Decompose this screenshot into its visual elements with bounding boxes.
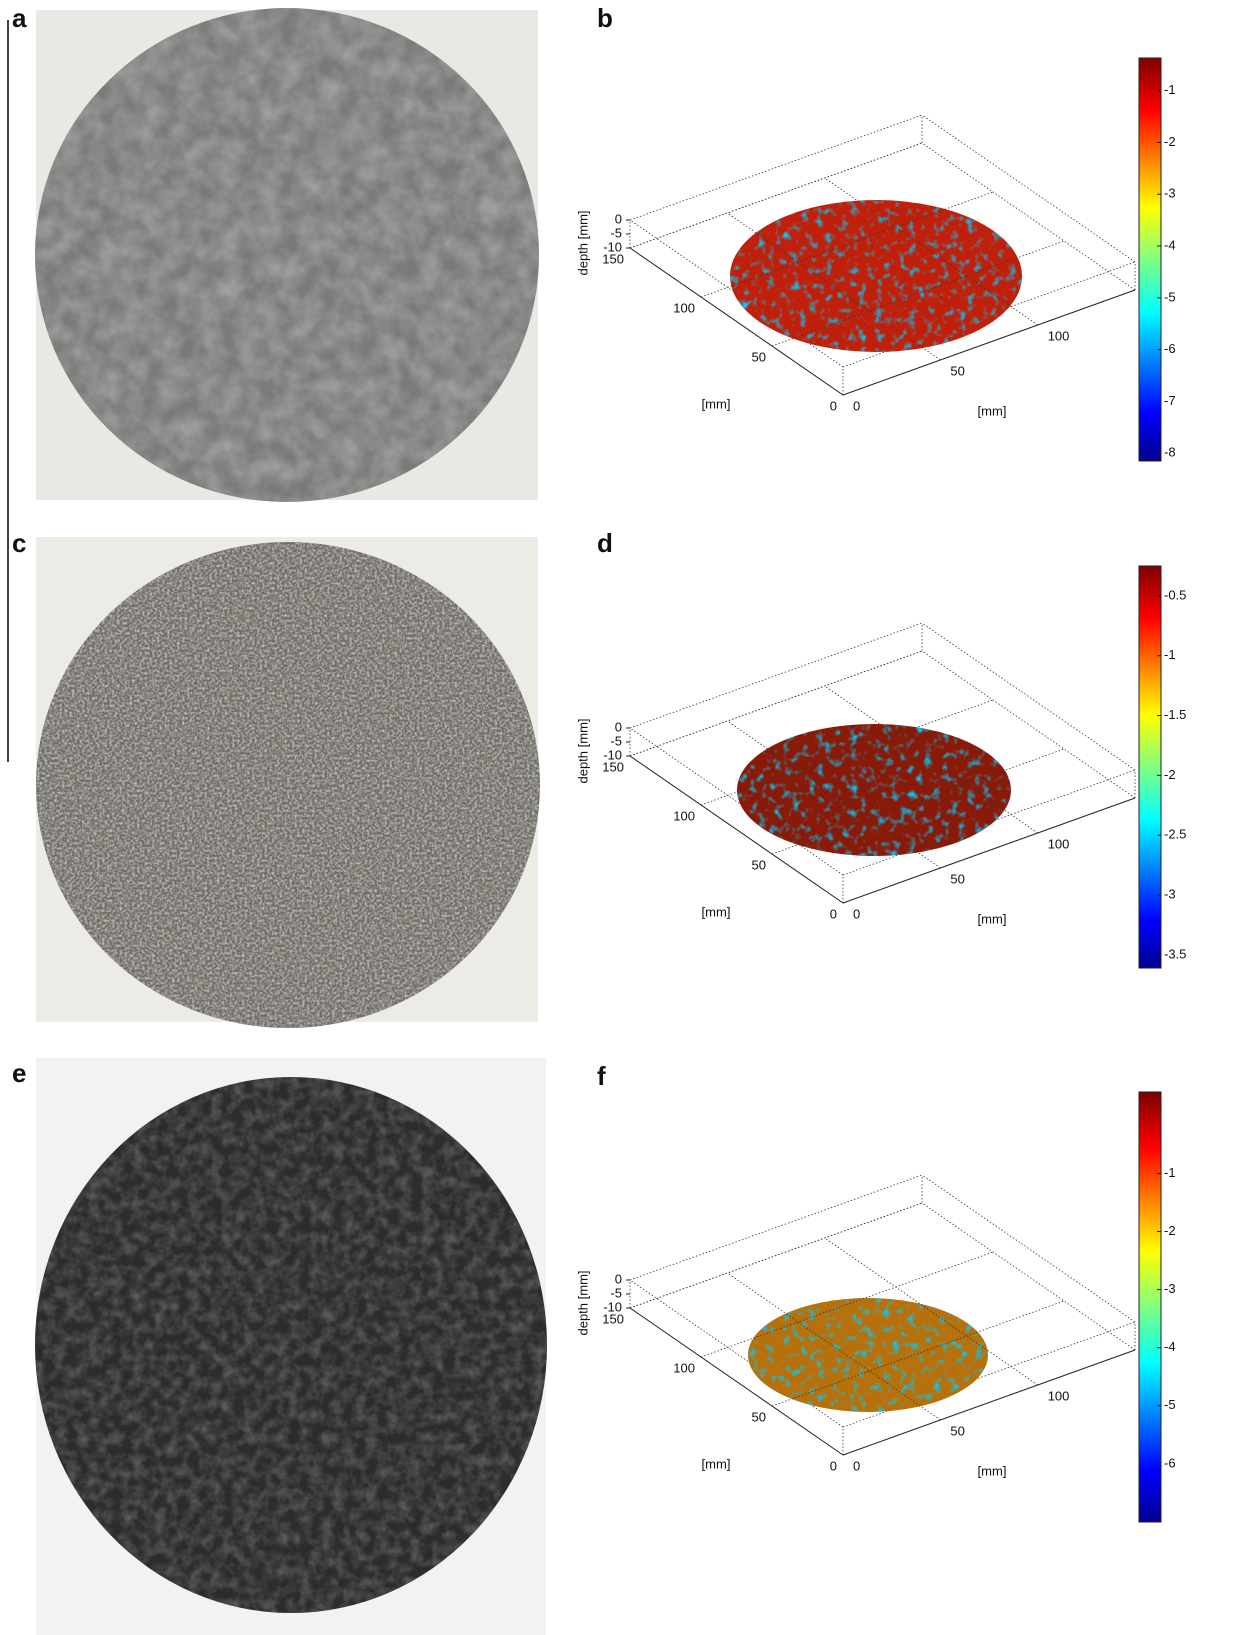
- z-tick-label: -5: [610, 733, 622, 748]
- panel-label: a: [12, 3, 27, 33]
- photo-e: [35, 1058, 547, 1635]
- y-tick-label: 100: [673, 808, 695, 823]
- colorbar-tick-label: -2: [1164, 767, 1176, 782]
- colorbar-tick-label: -3: [1164, 186, 1176, 201]
- grid-line: [630, 1203, 922, 1308]
- colorbar-tick-label: -1: [1164, 1165, 1176, 1180]
- y-axis-label: [mm]: [702, 1456, 731, 1471]
- colorbar: [1139, 1092, 1161, 1522]
- colorbar-tick-label: -8: [1164, 445, 1176, 460]
- x-tick-label: 100: [1048, 328, 1070, 343]
- y-axis-label: [mm]: [702, 396, 731, 411]
- colorbar-tick-label: -4: [1164, 1339, 1176, 1354]
- colorbar-tick-label: -7: [1164, 393, 1176, 408]
- y-tick-label: 0: [830, 398, 837, 413]
- colorbar-tick-label: -1.5: [1164, 707, 1186, 722]
- colorbar-tick-label: -3: [1164, 886, 1176, 901]
- surface-texture: [737, 724, 1011, 856]
- y-tick-label: 100: [673, 300, 695, 315]
- z-tick-label: -10: [603, 239, 622, 254]
- x-axis-label: [mm]: [978, 403, 1007, 418]
- surface-texture: [730, 200, 1022, 352]
- x-tick-label: 0: [853, 398, 860, 413]
- y-tick-label: 50: [752, 1409, 766, 1424]
- x-tick-label: 50: [950, 363, 964, 378]
- panel-label: c: [12, 528, 26, 558]
- surface-texture: [748, 1298, 988, 1412]
- colorbar-tick-label: -3: [1164, 1281, 1176, 1296]
- y-axis-label: [mm]: [702, 904, 731, 919]
- x-tick-label: 0: [853, 906, 860, 921]
- z-axis-label: depth [mm]: [575, 718, 590, 783]
- x-tick-label: 0: [853, 1458, 860, 1473]
- z-tick-label: 0: [615, 1271, 622, 1286]
- y-tick-label: 50: [752, 857, 766, 872]
- panel-label: f: [597, 1061, 606, 1091]
- colorbar-tick-label: -1: [1164, 82, 1176, 97]
- x-tick-label: 100: [1048, 836, 1070, 851]
- colorbar: [1139, 566, 1161, 968]
- y-tick-label: 0: [830, 1458, 837, 1473]
- colorbar-tick-label: -6: [1164, 341, 1176, 356]
- colorbar-tick-label: -0.5: [1164, 587, 1186, 602]
- colorbar-tick-label: -5: [1164, 1397, 1176, 1412]
- box-edge: [922, 1175, 1135, 1322]
- x-tick-label: 50: [950, 871, 964, 886]
- box-edge: [630, 623, 922, 728]
- photo-c: [36, 537, 540, 1028]
- colorbar-tick-label: -4: [1164, 237, 1176, 252]
- x-axis-label: [mm]: [978, 1463, 1007, 1478]
- panel-label: d: [597, 528, 613, 558]
- z-tick-label: 0: [615, 719, 622, 734]
- figure: ab0501000501001500-5-10[mm][mm]depth [mm…: [0, 0, 1256, 1635]
- colorbar-tick-label: -1: [1164, 647, 1176, 662]
- colorbar-tick-label: -2: [1164, 1223, 1176, 1238]
- z-tick-label: -5: [610, 225, 622, 240]
- x-axis-label: [mm]: [978, 911, 1007, 926]
- box-edge: [630, 1175, 922, 1280]
- colorbar-tick-label: -3.5: [1164, 946, 1186, 961]
- z-tick-label: 0: [615, 211, 622, 226]
- y-tick-label: 0: [830, 906, 837, 921]
- z-axis-label: depth [mm]: [575, 1270, 590, 1335]
- colorbar: [1139, 58, 1161, 461]
- z-axis-label: depth [mm]: [575, 210, 590, 275]
- colorbar-tick-label: -2.5: [1164, 827, 1186, 842]
- z-tick-label: -5: [610, 1285, 622, 1300]
- colorbar-tick-label: -6: [1164, 1455, 1176, 1470]
- colorbar-tick-label: -5: [1164, 289, 1176, 304]
- panel-label: b: [597, 3, 613, 33]
- photo-a: [35, 8, 539, 502]
- x-tick-label: 100: [1048, 1388, 1070, 1403]
- y-tick-label: 100: [673, 1360, 695, 1375]
- z-tick-label: -10: [603, 747, 622, 762]
- colorbar-tick-label: -2: [1164, 134, 1176, 149]
- x-tick-label: 50: [950, 1423, 964, 1438]
- z-tick-label: -10: [603, 1299, 622, 1314]
- panel-label: e: [12, 1058, 26, 1088]
- y-tick-label: 50: [752, 349, 766, 364]
